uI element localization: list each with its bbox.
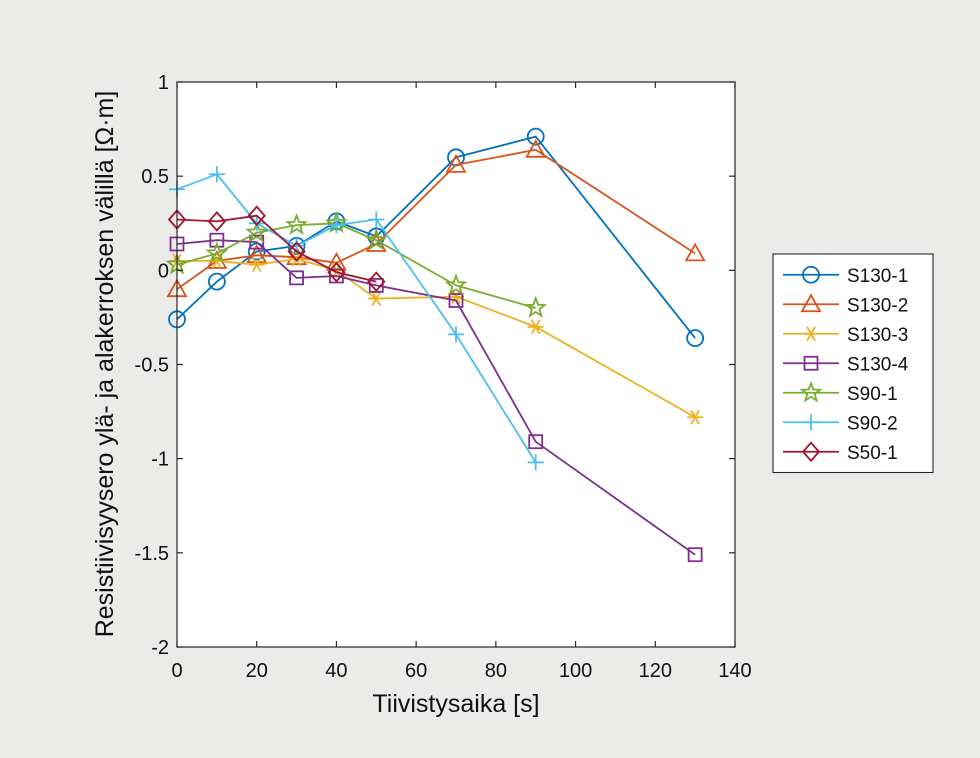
legend: S130-1 S130-2 S130-3 S130-4 S90-1 S90-2 S50-1 [772, 253, 934, 474]
data-point-S130-3-30 [288, 251, 305, 267]
legend-entry-S130-1: S130-1 [783, 266, 908, 287]
legend-marker [801, 441, 821, 463]
data-point-S130-1-20 [247, 242, 266, 261]
x-tick-label: 20 [246, 660, 268, 682]
legend-label: S130-4 [847, 354, 909, 375]
y-tick-label: 0 [158, 260, 169, 282]
legend-label: S130-2 [847, 295, 908, 316]
y-tick-label: -2 [151, 637, 169, 659]
data-point-S90-2-20 [248, 215, 265, 232]
y-tick-label: -1.5 [135, 543, 169, 565]
data-point-S50-1-50 [367, 271, 386, 292]
legend-marker [803, 414, 819, 431]
data-point-S50-1-10 [207, 211, 227, 232]
legend-entry-S130-4: S130-4 [783, 354, 909, 375]
data-point-S50-1-40 [327, 261, 346, 283]
data-point-S90-1-20 [245, 220, 269, 243]
data-point-S90-2-50 [368, 211, 385, 228]
data-point-S130-2-20 [246, 244, 268, 264]
data-point-S130-2-70 [445, 154, 467, 173]
plot-area [177, 82, 735, 647]
legend-entry-S130-2: S130-2 [783, 293, 908, 316]
x-tick-label: 60 [405, 660, 427, 682]
series-line-S90-2 [176, 173, 537, 463]
legend-marker [799, 380, 823, 403]
data-point-S130-4-130 [687, 547, 703, 563]
data-point-S130-3-90 [527, 319, 544, 335]
data-point-S130-4-70 [448, 293, 464, 308]
data-point-S90-2-10 [208, 166, 225, 183]
data-point-S130-4-30 [289, 270, 304, 286]
x-tick-label: 40 [325, 660, 347, 682]
data-point-S50-1-20 [247, 205, 266, 227]
data-point-S90-1-70 [444, 273, 468, 296]
data-point-S90-2-90 [527, 454, 544, 471]
y-tick-label: 0.5 [141, 166, 169, 188]
legend-marker [802, 265, 820, 284]
legend-entry-S50-1: S50-1 [783, 441, 898, 464]
x-tick-label: 80 [485, 660, 507, 682]
legend-label: S130-1 [847, 266, 908, 287]
data-point-S130-4-20 [249, 234, 265, 250]
legend-label: S90-1 [847, 384, 898, 405]
x-axis-label: Tiivistysaika [s] [372, 690, 539, 718]
legend-label: S50-1 [847, 443, 898, 464]
legend-label: S90-2 [847, 413, 898, 434]
y-tick-label: -0.5 [135, 355, 169, 377]
legend-entry-S90-2: S90-2 [783, 413, 898, 434]
data-point-S50-1-30 [287, 241, 306, 262]
y-tick-label: 1 [158, 72, 169, 94]
axes-ticks: 0 20 40 60 80 100 120 140 1 0.5 0 -0.5 -1 -1.5 -2 [135, 72, 752, 682]
data-point-S130-2-130 [684, 242, 706, 262]
data-point-S90-1-90 [524, 295, 548, 318]
x-tick-label: 140 [718, 660, 751, 682]
data-point-S130-4-10 [209, 232, 225, 248]
data-point-S90-2-40 [328, 217, 345, 234]
data-point-S130-1-90 [526, 127, 545, 146]
data-point-S130-1-130 [686, 329, 705, 348]
legend-entry-S130-3: S130-3 [783, 325, 908, 346]
x-tick-label: 0 [171, 660, 182, 682]
data-point-S130-3-20 [248, 257, 265, 273]
legend-marker [803, 326, 819, 342]
data-point-S130-2-90 [525, 138, 547, 158]
data-point-S90-1-50 [364, 228, 388, 250]
series-S50-1 [167, 205, 386, 292]
legend-marker [800, 293, 822, 313]
x-tick-label: 100 [559, 660, 592, 682]
data-point-S130-3-130 [687, 409, 704, 425]
y-tick-label: -1 [151, 449, 169, 471]
data-point-S130-1-10 [207, 272, 226, 291]
data-point-S130-4-90 [528, 434, 544, 450]
legend-label: S130-3 [847, 325, 908, 346]
data-point-S130-3-50 [368, 291, 385, 307]
y-axis-label: Resistiivisyysero ylä- ja alakerroksen v… [91, 91, 119, 638]
data-point-S90-1-10 [205, 241, 229, 264]
legend-entry-S90-1: S90-1 [783, 380, 898, 405]
data-point-S90-2-70 [448, 326, 464, 343]
series-line-S130-4 [176, 239, 696, 556]
data-point-S90-1-30 [285, 213, 309, 235]
x-tick-label: 120 [639, 660, 672, 682]
legend-marker [803, 355, 819, 371]
